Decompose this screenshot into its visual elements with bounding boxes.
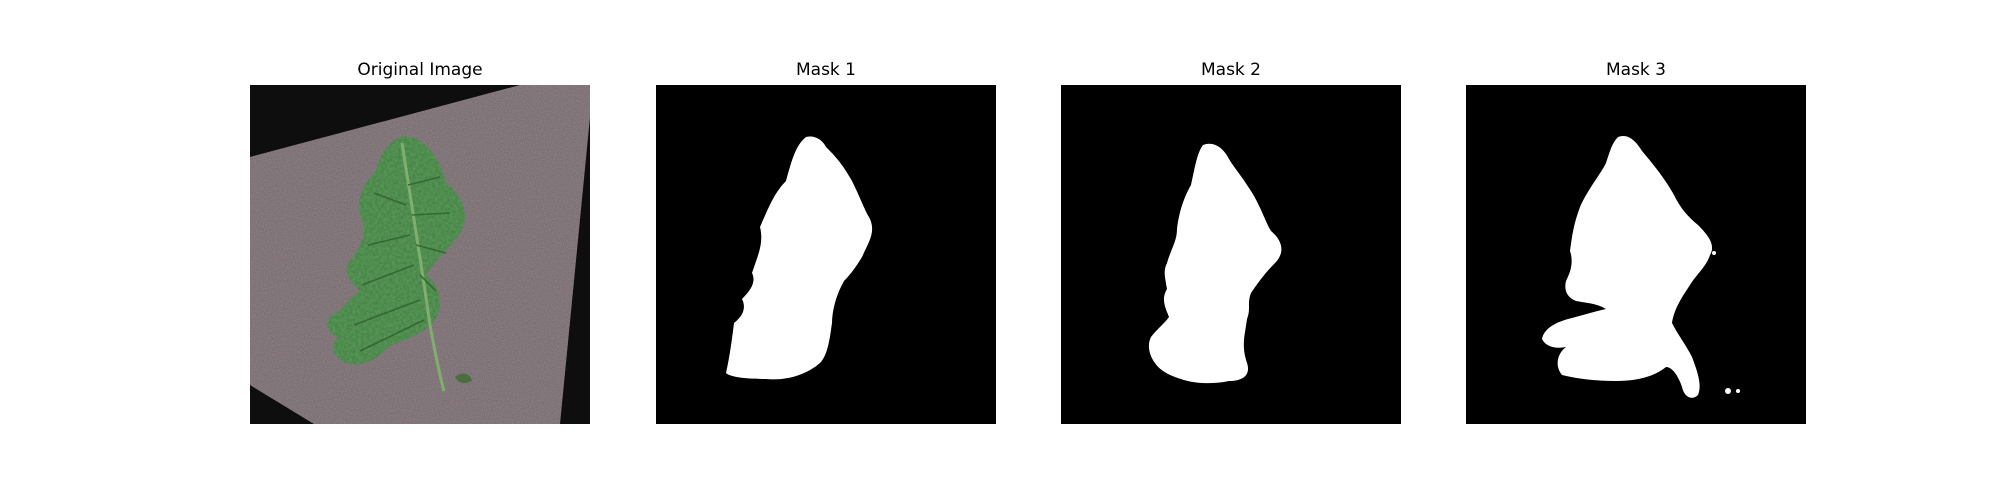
mask-foreground xyxy=(1542,135,1713,398)
leaf xyxy=(327,136,472,392)
mask-3-image xyxy=(1466,85,1806,424)
panel-mask-2: Mask 2 xyxy=(1061,58,1401,424)
leaf-midrib xyxy=(400,142,446,392)
panel-title: Original Image xyxy=(357,60,483,80)
mask-1-image xyxy=(656,85,996,424)
panel-title: Mask 2 xyxy=(1200,60,1261,80)
panel-title: Mask 3 xyxy=(1605,60,1666,80)
panel-original-image: Original Image xyxy=(250,58,590,424)
panel-mask-3: Mask 3 xyxy=(1466,58,1806,424)
mask-2-image xyxy=(1061,85,1401,424)
panel-title: Mask 1 xyxy=(795,60,856,80)
mask-foreground xyxy=(726,136,873,380)
mask-foreground xyxy=(1148,143,1282,384)
original-image xyxy=(250,85,590,424)
panel-mask-1: Mask 1 xyxy=(656,58,996,424)
